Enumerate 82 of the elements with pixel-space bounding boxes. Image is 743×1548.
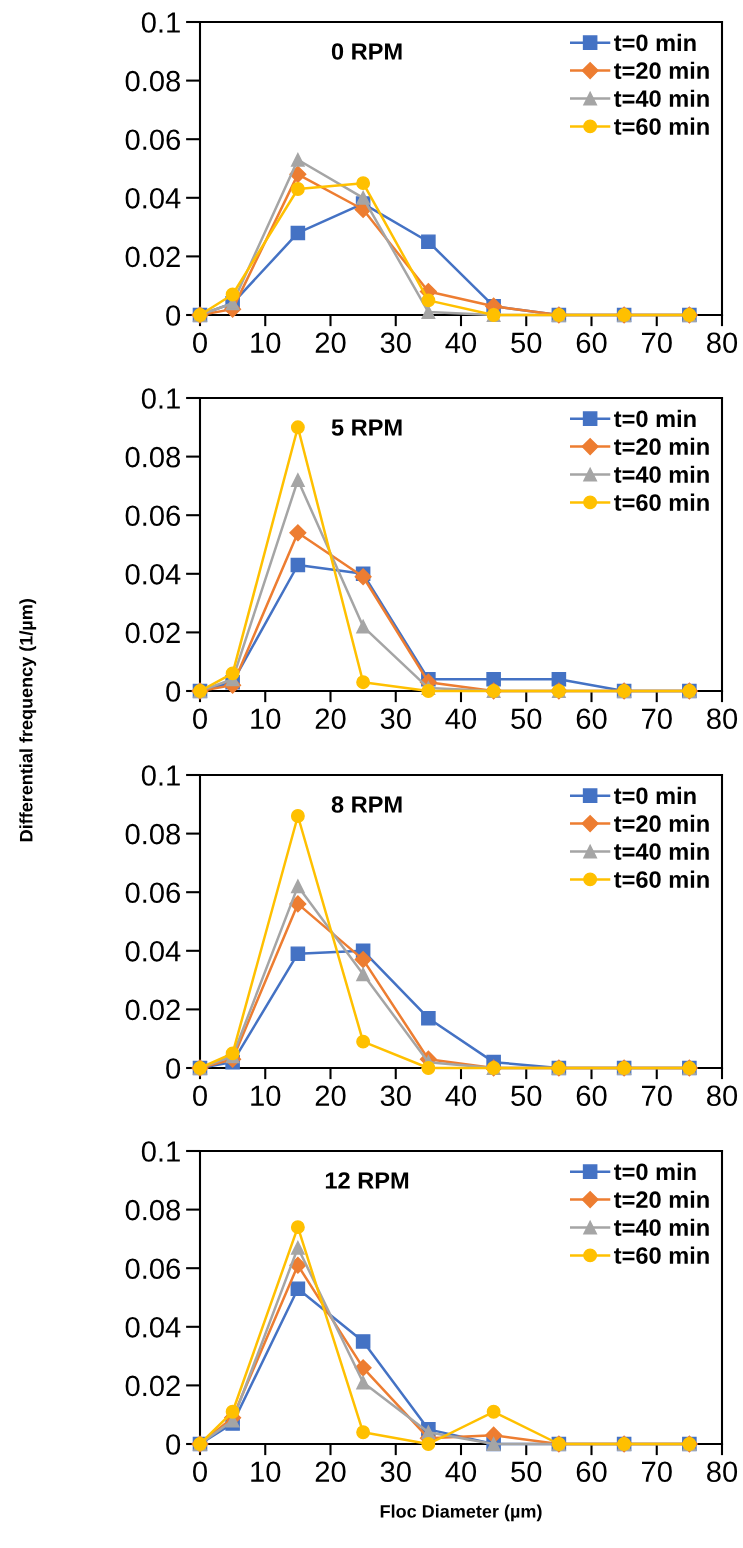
y-tick-label: 0.02: [125, 1375, 180, 1397]
x-axis-title: Floc Diameter (µm): [380, 1504, 542, 1522]
legend-label: t=40 min: [614, 842, 709, 860]
y-tick-label: 0.04: [125, 188, 181, 209]
x-tick-label: 80: [707, 332, 738, 354]
legend-label: t=40 min: [614, 89, 709, 107]
x-tick-label: 20: [315, 1461, 346, 1483]
x-tick-label: 0: [193, 708, 207, 730]
legend-label: t=20 min: [614, 1190, 709, 1209]
y-tick-label: 0.06: [125, 1258, 180, 1280]
x-tick-label: 30: [380, 708, 411, 730]
legend-label: t=40 min: [614, 1218, 709, 1236]
x-tick-label: 10: [251, 332, 281, 354]
y-tick-label: 0.1: [141, 12, 180, 33]
y-tick-label: 0.04: [125, 1317, 181, 1338]
text: 5 RPM: [331, 419, 402, 436]
x-tick-label: 20: [315, 708, 346, 730]
x-tick-label: 70: [642, 1085, 672, 1107]
x-tick-label: 60: [576, 1461, 607, 1483]
y-tick-label: 0.08: [125, 70, 180, 92]
legend-label: t=0 min: [614, 33, 696, 52]
x-tick-label: 60: [576, 1085, 607, 1107]
text: 12 RPM: [325, 1172, 409, 1189]
x-tick-label: 50: [511, 332, 542, 354]
y-tick-label: 0: [166, 1434, 181, 1455]
legend-label: t=0 min: [614, 1162, 696, 1181]
x-tick-label: 20: [315, 1085, 346, 1107]
x-tick-label: 0: [193, 1085, 207, 1107]
x-tick-label: 20: [315, 332, 346, 354]
legend-label: t=60 min: [614, 493, 709, 511]
x-tick-label: 50: [511, 708, 542, 730]
x-tick-label: 60: [576, 332, 607, 354]
y-tick-label: 0.06: [125, 882, 180, 904]
y-tick-label: 0.04: [125, 941, 181, 962]
y-tick-label: 0: [166, 305, 181, 326]
x-tick-label: 40: [445, 332, 477, 354]
x-tick-label: 80: [707, 708, 738, 730]
y-axis-title: Differential frequency (1/µm): [19, 599, 37, 842]
legend-label: t=60 min: [614, 870, 709, 888]
x-tick-label: 30: [380, 332, 411, 354]
x-tick-label: 80: [707, 1085, 738, 1107]
y-tick-label: 0.08: [125, 823, 180, 845]
x-tick-label: 10: [251, 1085, 281, 1107]
y-tick-label: 0.04: [125, 564, 181, 585]
y-tick-label: 0: [166, 1058, 181, 1079]
y-tick-label: 0.02: [125, 622, 180, 644]
x-tick-label: 40: [445, 1461, 477, 1483]
legend-label: t=20 min: [614, 437, 709, 456]
x-tick-label: 50: [511, 1085, 542, 1107]
y-tick-label: 0.1: [141, 1141, 180, 1162]
legend-label: t=0 min: [614, 786, 696, 805]
y-tick-label: 0.06: [125, 505, 180, 527]
x-tick-label: 40: [445, 1085, 477, 1107]
legend-label: t=60 min: [614, 1246, 709, 1264]
x-tick-label: 10: [251, 708, 281, 730]
y-tick-label: 0.1: [141, 388, 180, 409]
text: 8 RPM: [331, 796, 402, 813]
x-tick-label: 70: [642, 1461, 672, 1483]
y-tick-label: 0.02: [125, 246, 180, 268]
y-tick-label: 0: [166, 681, 181, 702]
text: 0 RPM: [331, 43, 402, 60]
x-tick-label: 70: [642, 332, 672, 354]
x-tick-label: 70: [642, 708, 672, 730]
y-tick-label: 0.1: [141, 765, 180, 786]
legend-label: t=60 min: [614, 117, 709, 135]
y-tick-label: 0.02: [125, 999, 180, 1021]
x-tick-label: 30: [380, 1461, 411, 1483]
legend-label: t=0 min: [614, 409, 696, 428]
legend-label: t=20 min: [614, 61, 709, 80]
x-tick-label: 40: [445, 708, 477, 730]
x-tick-label: 10: [251, 1461, 281, 1483]
y-tick-label: 0.06: [125, 129, 180, 151]
legend-label: t=40 min: [614, 465, 709, 483]
x-tick-label: 60: [576, 708, 607, 730]
x-tick-label: 50: [511, 1461, 542, 1483]
x-tick-label: 30: [380, 1085, 411, 1107]
x-tick-label: 80: [707, 1461, 738, 1483]
legend-label: t=20 min: [614, 814, 709, 833]
x-tick-label: 0: [193, 332, 207, 354]
y-tick-label: 0.08: [125, 1199, 180, 1221]
y-tick-label: 0.08: [125, 446, 180, 468]
x-tick-label: 0: [193, 1461, 207, 1483]
